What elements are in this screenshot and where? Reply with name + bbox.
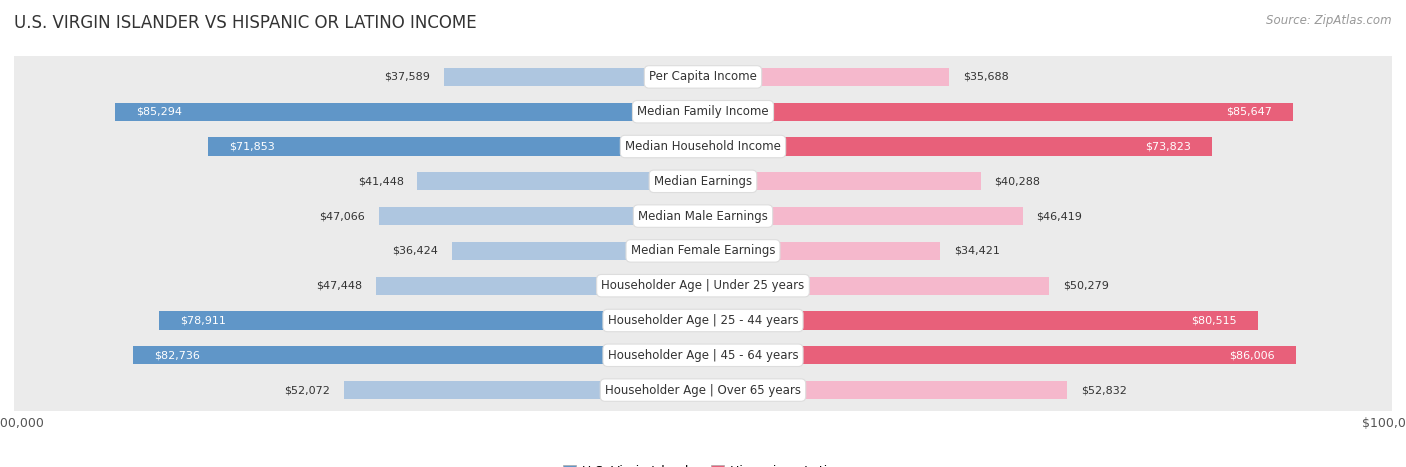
Text: Householder Age | 45 - 64 years: Householder Age | 45 - 64 years [607,349,799,362]
Text: Householder Age | Under 25 years: Householder Age | Under 25 years [602,279,804,292]
Text: $47,448: $47,448 [316,281,363,290]
Text: Per Capita Income: Per Capita Income [650,71,756,84]
Text: $40,288: $40,288 [994,177,1040,186]
Bar [703,137,1212,156]
Bar [159,311,703,330]
Text: $78,911: $78,911 [180,316,226,325]
Text: $46,419: $46,419 [1036,211,1083,221]
Text: $50,279: $50,279 [1063,281,1109,290]
Text: $34,421: $34,421 [953,246,1000,256]
Bar [444,68,703,86]
Text: $80,515: $80,515 [1191,316,1237,325]
Text: Median Household Income: Median Household Income [626,140,780,153]
Text: $52,832: $52,832 [1081,385,1126,395]
Text: $85,647: $85,647 [1226,107,1272,117]
Text: $37,589: $37,589 [384,72,430,82]
Bar [344,381,703,399]
Bar [703,207,1022,225]
Text: $47,066: $47,066 [319,211,366,221]
Text: $35,688: $35,688 [963,72,1008,82]
Bar [208,137,703,156]
Text: U.S. VIRGIN ISLANDER VS HISPANIC OR LATINO INCOME: U.S. VIRGIN ISLANDER VS HISPANIC OR LATI… [14,14,477,32]
Bar [134,346,703,364]
Bar [378,207,703,225]
Text: $36,424: $36,424 [392,246,439,256]
Text: Median Earnings: Median Earnings [654,175,752,188]
Bar [703,103,1294,121]
Text: Householder Age | 25 - 44 years: Householder Age | 25 - 44 years [607,314,799,327]
Text: Median Male Earnings: Median Male Earnings [638,210,768,223]
Legend: U.S. Virgin Islander, Hispanic or Latino: U.S. Virgin Islander, Hispanic or Latino [558,460,848,467]
Bar [703,346,1295,364]
Text: $82,736: $82,736 [153,350,200,360]
Bar [703,172,980,191]
Bar [703,381,1067,399]
Text: $41,448: $41,448 [357,177,404,186]
Bar [453,242,703,260]
Text: $73,823: $73,823 [1144,142,1191,151]
Bar [418,172,703,191]
Bar [703,68,949,86]
Bar [703,276,1049,295]
Text: $71,853: $71,853 [229,142,274,151]
Bar [115,103,703,121]
Text: $52,072: $52,072 [284,385,330,395]
Text: $85,294: $85,294 [136,107,181,117]
Bar [703,311,1258,330]
Text: Householder Age | Over 65 years: Householder Age | Over 65 years [605,383,801,396]
Bar [703,242,941,260]
Text: Median Family Income: Median Family Income [637,105,769,118]
Text: Source: ZipAtlas.com: Source: ZipAtlas.com [1267,14,1392,27]
Text: $86,006: $86,006 [1229,350,1275,360]
Text: Median Female Earnings: Median Female Earnings [631,244,775,257]
Bar [377,276,703,295]
